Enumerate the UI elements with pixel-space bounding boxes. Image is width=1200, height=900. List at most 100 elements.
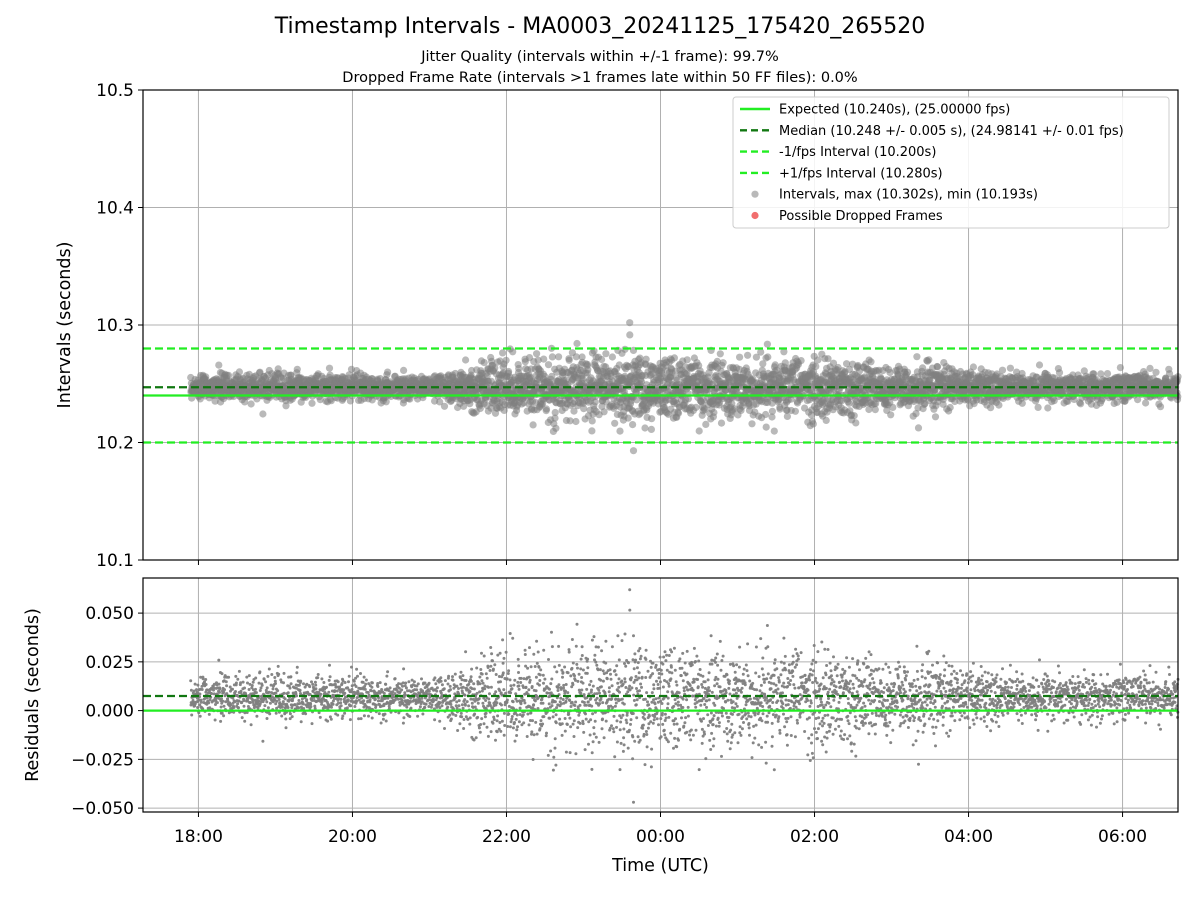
interval-point <box>1044 404 1052 412</box>
interval-point <box>247 400 255 408</box>
residual-point <box>218 687 222 691</box>
residual-point <box>268 712 272 716</box>
interval-point <box>797 357 805 365</box>
residual-point <box>302 682 305 686</box>
residual-point <box>309 705 313 709</box>
residual-point <box>264 697 268 701</box>
interval-point <box>1142 399 1150 407</box>
residual-point <box>311 682 315 686</box>
residual-point <box>286 706 290 710</box>
residual-point <box>189 679 193 683</box>
interval-point <box>1006 364 1015 372</box>
residual-point <box>295 671 299 675</box>
residual-point <box>320 677 324 681</box>
residual-point <box>204 678 208 681</box>
residual-point <box>273 676 277 679</box>
residual-point <box>320 700 324 704</box>
interval-point <box>762 423 770 431</box>
interval-point <box>969 363 978 371</box>
residual-point <box>198 714 202 718</box>
residual-point <box>231 687 234 691</box>
residual-point <box>314 683 318 687</box>
interval-point <box>540 355 548 363</box>
residual-point <box>222 704 226 708</box>
residual-point <box>220 711 224 715</box>
interval-point <box>580 405 588 413</box>
interval-point <box>384 368 392 376</box>
interval-point <box>931 413 940 421</box>
residual-point <box>318 715 322 719</box>
interval-point <box>641 424 649 432</box>
residual-point <box>245 675 249 679</box>
interval-point <box>934 363 942 371</box>
interval-point <box>764 353 772 361</box>
residual-point <box>193 682 197 686</box>
residual-point <box>236 677 240 681</box>
residual-point <box>329 717 333 721</box>
interval-point <box>282 402 290 410</box>
residual-point <box>200 688 204 691</box>
residual-point <box>218 690 221 694</box>
residual-point <box>265 686 269 690</box>
interval-point <box>626 331 634 339</box>
interval-point <box>440 402 449 410</box>
residual-point <box>266 674 270 678</box>
residual-point <box>213 718 217 722</box>
residual-point <box>258 670 262 674</box>
residual-point <box>290 715 294 719</box>
residual-point <box>222 714 226 718</box>
interval-point <box>325 364 334 372</box>
residual-point <box>217 658 221 662</box>
interval-point <box>1055 369 1064 377</box>
residual-point <box>190 713 194 717</box>
interval-point <box>852 419 860 427</box>
residual-point <box>313 680 317 684</box>
interval-point <box>624 414 632 422</box>
interval-point <box>809 420 817 428</box>
residual-point <box>295 694 299 698</box>
residual-point <box>222 690 226 694</box>
interval-point <box>783 412 792 420</box>
residual-point <box>224 680 228 684</box>
residual-point <box>212 686 216 690</box>
interval-point <box>293 365 301 373</box>
interval-point <box>887 411 895 419</box>
residual-point <box>282 671 286 675</box>
interval-point <box>770 427 778 435</box>
residual-point <box>310 722 314 726</box>
interval-point <box>588 417 596 425</box>
residual-point <box>280 714 284 718</box>
interval-point <box>642 355 650 363</box>
residual-point <box>240 716 244 720</box>
residual-point <box>322 681 326 684</box>
interval-point <box>889 403 897 411</box>
interval-point <box>608 353 617 361</box>
residual-point <box>297 699 301 702</box>
interval-point <box>588 427 596 435</box>
residual-point <box>284 717 288 721</box>
residual-point <box>247 688 251 691</box>
residual-point <box>316 676 320 680</box>
interval-point <box>552 424 560 432</box>
interval-point <box>1103 370 1112 378</box>
interval-point <box>914 424 923 432</box>
interval-point <box>629 447 638 455</box>
interval-point <box>529 421 537 429</box>
interval-point <box>925 356 933 364</box>
residual-point <box>242 699 246 703</box>
residual-point <box>284 726 288 730</box>
residual-point <box>247 674 251 678</box>
residual-point <box>257 681 261 685</box>
residual-point <box>215 701 219 705</box>
residual-point <box>254 687 257 691</box>
residual-point <box>258 689 262 692</box>
residual-point <box>320 702 324 706</box>
interval-point <box>259 410 267 418</box>
interval-point <box>768 407 777 415</box>
interval-point <box>748 420 756 428</box>
residual-point <box>328 675 332 679</box>
interval-point <box>600 408 608 416</box>
residual-point <box>254 676 258 680</box>
interval-point <box>692 403 700 411</box>
residual-point <box>330 705 333 709</box>
